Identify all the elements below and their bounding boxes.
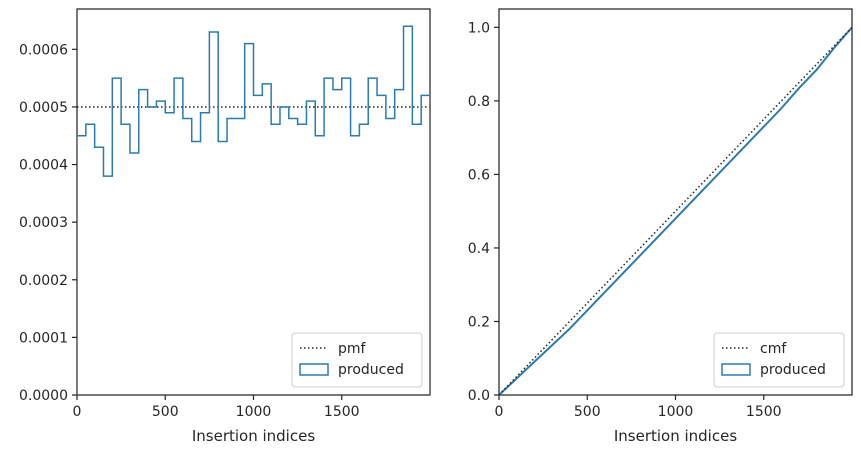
x-tick-label: 1500 xyxy=(324,404,360,420)
x-axis-label: Insertion indices xyxy=(192,427,315,445)
y-tick-label: 0.0002 xyxy=(19,273,68,289)
cmf-cumulative-panel: 0 500 1000 1500 0.0 0.2 0.4 0.6 0.8 1.0 Insertio… xyxy=(468,8,853,445)
y-axis-ticks: 0.0 0.2 0.4 0.6 0.8 1.0 xyxy=(468,20,499,404)
legend: cmf produced xyxy=(713,332,845,388)
y-tick-label: 0.6 xyxy=(468,167,490,183)
legend-produced-label: produced xyxy=(760,362,826,378)
y-tick-label: 0.8 xyxy=(468,94,490,110)
x-axis-label: Insertion indices xyxy=(614,427,737,445)
y-tick-label: 0.0 xyxy=(468,388,490,404)
x-tick-label: 1000 xyxy=(236,404,272,420)
x-axis-ticks: 0 500 1000 1500 xyxy=(495,395,782,420)
legend-produced-patch xyxy=(299,363,329,376)
produced-cumulative-line xyxy=(499,26,852,395)
x-tick-label: 500 xyxy=(152,404,179,420)
y-tick-label: 0.0000 xyxy=(19,388,68,404)
y-tick-label: 0.0003 xyxy=(19,215,68,231)
legend-box xyxy=(713,332,845,388)
y-tick-label: 0.2 xyxy=(468,314,490,330)
produced-histogram-step xyxy=(77,25,430,395)
y-tick-label: 1.0 xyxy=(468,20,490,36)
y-tick-label: 0.0001 xyxy=(19,330,68,346)
y-tick-label: 0.0006 xyxy=(19,42,68,58)
x-tick-label: 0 xyxy=(495,404,504,420)
pmf-histogram-panel: 0 500 1000 1500 0.00000.00010.00020.00030.0… xyxy=(19,8,431,445)
x-tick-label: 1500 xyxy=(746,404,782,420)
y-tick-label: 0.0004 xyxy=(19,158,68,174)
x-axis-ticks: 0 500 1000 1500 xyxy=(73,395,360,420)
y-tick-label: 0.0005 xyxy=(19,100,68,116)
legend-produced-label: produced xyxy=(338,362,404,378)
chart-marks xyxy=(77,25,430,395)
x-tick-label: 0 xyxy=(73,404,82,420)
legend: pmf produced xyxy=(291,332,423,388)
chart-marks xyxy=(499,26,852,395)
x-tick-label: 1000 xyxy=(658,404,694,420)
legend-produced-patch xyxy=(721,363,751,376)
legend-box xyxy=(291,332,423,388)
y-tick-label: 0.4 xyxy=(468,241,490,257)
y-axis-ticks: 0.0000 0.0001 0.0002 0.0003 0.0004 0.0005 0.00… xyxy=(19,42,77,404)
legend-cmf-label: cmf xyxy=(760,341,787,357)
legend-pmf-label: pmf xyxy=(338,341,367,357)
cmf-reference-line xyxy=(499,26,852,395)
x-tick-label: 500 xyxy=(574,404,601,420)
